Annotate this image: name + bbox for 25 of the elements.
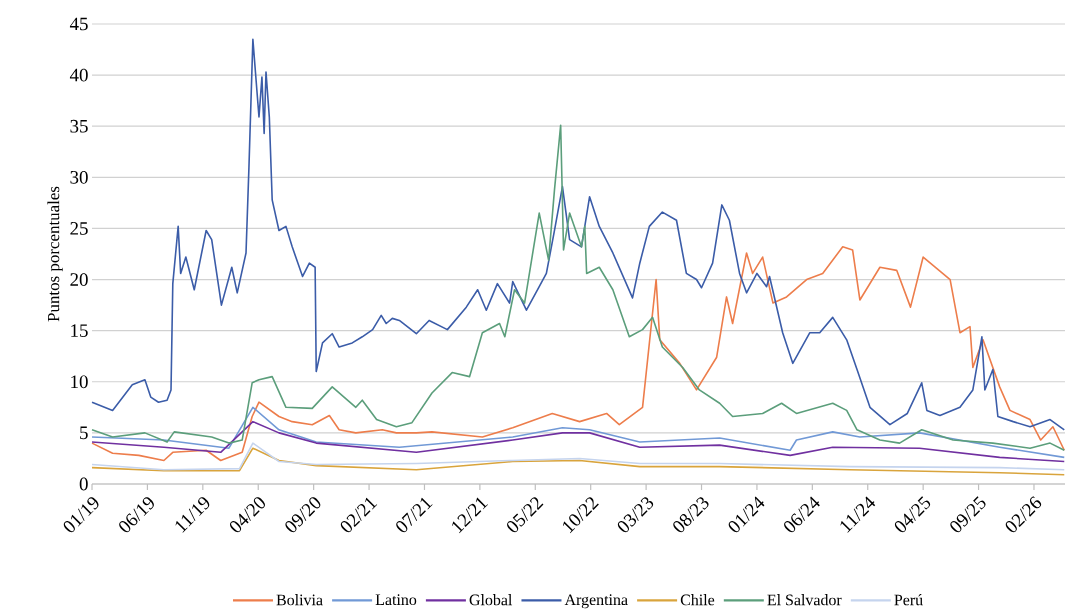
line-series xyxy=(91,246,1066,462)
legend-label: Global xyxy=(469,594,513,606)
y-tick-label: 10 xyxy=(71,375,88,389)
y-tick-label: 20 xyxy=(70,273,88,286)
y-tick-label: 5 xyxy=(80,426,88,440)
line-series xyxy=(91,124,1066,452)
line-series xyxy=(91,420,1066,463)
legend-label: Bolivia xyxy=(276,594,323,606)
legend-label: Chile xyxy=(680,594,715,606)
y-tick-label: 25 xyxy=(70,222,88,235)
y-tick-label: 0 xyxy=(79,477,88,491)
y-tick-label: 35 xyxy=(70,119,88,133)
line-series xyxy=(91,447,1066,476)
legend-label: Latino xyxy=(375,594,417,606)
y-tick-label: 45 xyxy=(69,17,88,31)
y-tick-label: 30 xyxy=(70,170,88,184)
y-tick-label: 40 xyxy=(69,68,88,82)
line-series xyxy=(91,442,1066,471)
legend-label: Perú xyxy=(894,594,923,606)
legend-label: El Salvador xyxy=(767,594,842,606)
line-series xyxy=(91,406,1066,459)
line-series xyxy=(91,38,1066,431)
y-axis-title: Puntos porcentuales xyxy=(47,186,63,322)
y-tick-label: 15 xyxy=(71,324,88,337)
legend-label: Argentina xyxy=(564,594,628,609)
